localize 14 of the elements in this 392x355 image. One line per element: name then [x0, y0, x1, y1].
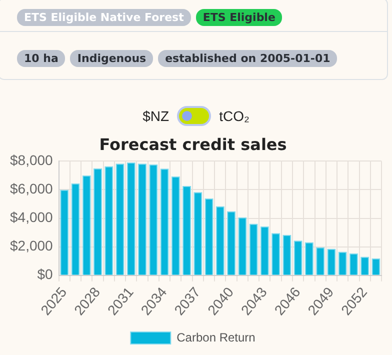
text: tCO₂: [219, 108, 250, 124]
text: ETS Eligible: [196, 9, 282, 26]
text: ETS Eligible Native Forest: [17, 9, 191, 26]
y-tick-label: $6,000: [10, 180, 54, 197]
chart-title: Forecast credit sales: [99, 134, 287, 154]
y-tick-label: $0: [37, 266, 54, 282]
text: established on 2005-01-01: [158, 50, 338, 67]
legend-label: Carbon Return: [176, 330, 256, 344]
text: Indigenous: [70, 50, 154, 67]
y-tick-label: $2,000: [10, 238, 54, 254]
y-tick-label: $4,000: [10, 209, 54, 226]
y-tick-label: $8,000: [10, 152, 54, 168]
text: 10 ha: [17, 50, 66, 67]
text: $NZ: [142, 108, 170, 124]
